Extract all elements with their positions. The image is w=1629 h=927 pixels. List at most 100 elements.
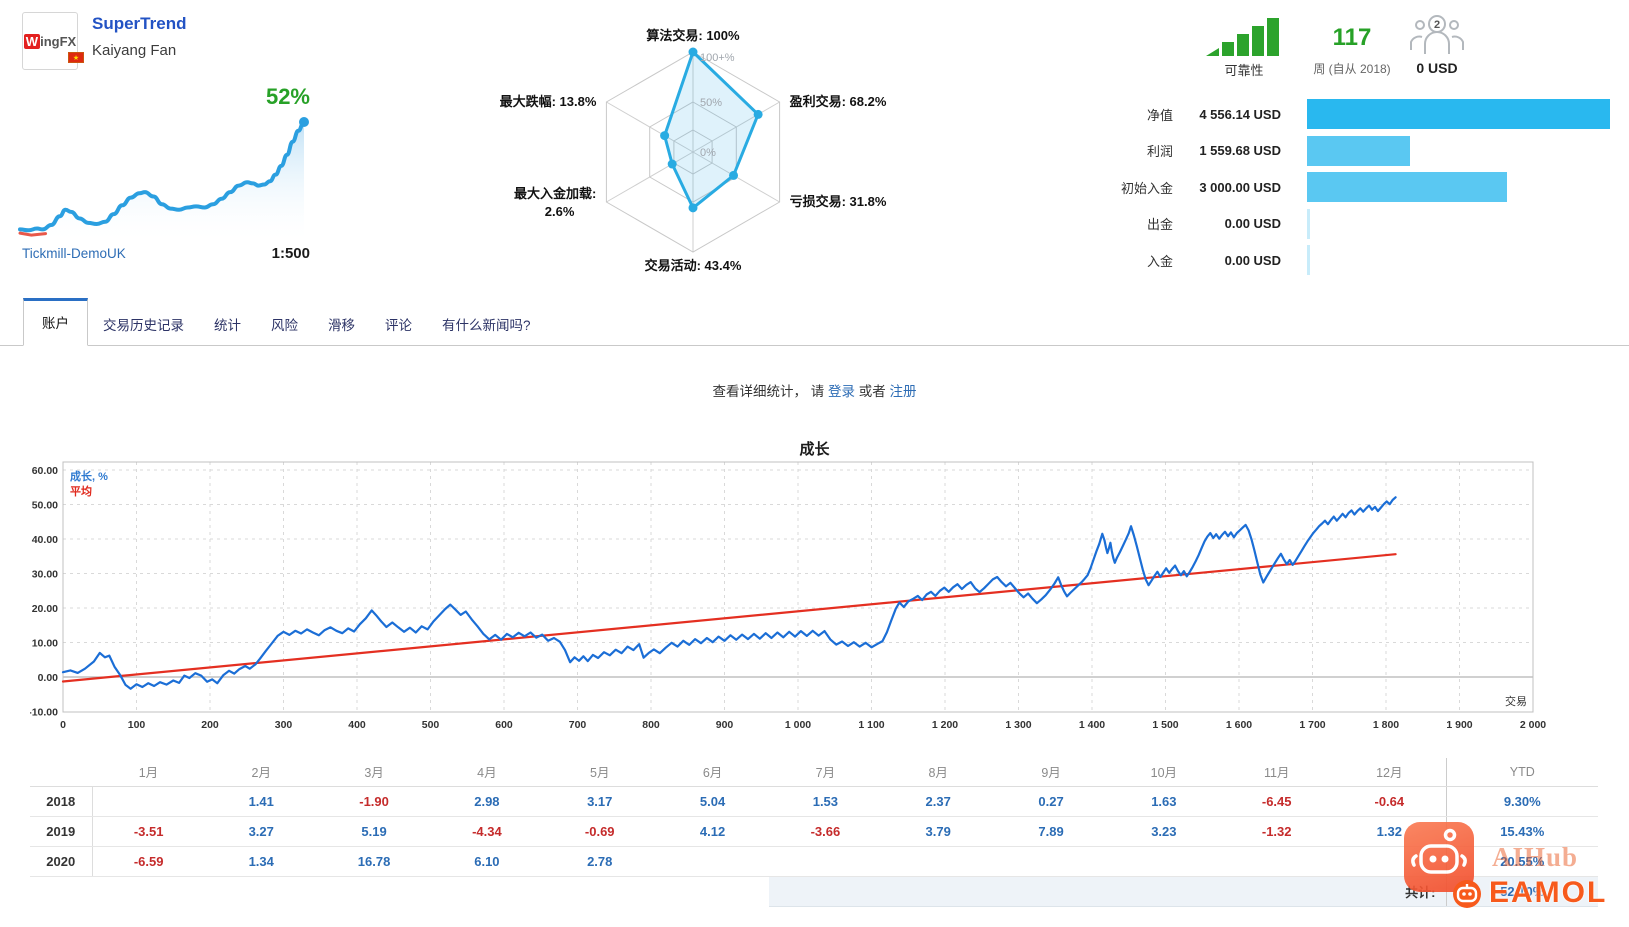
tab-6[interactable]: 有什么新闻吗?	[442, 318, 531, 333]
return-cell: 16.78	[317, 846, 431, 877]
svg-text:10.00: 10.00	[32, 638, 58, 650]
stat-value: 3 000.00 USD	[1199, 179, 1281, 195]
svg-text:0.00: 0.00	[38, 672, 59, 684]
svg-text:2.6%: 2.6%	[545, 204, 575, 219]
return-cell: -6.59	[92, 846, 205, 877]
stat-value: 0.00 USD	[1224, 216, 1281, 232]
broker-link[interactable]: Tickmill-DemoUK	[22, 246, 126, 261]
svg-text:30.00: 30.00	[32, 569, 58, 581]
svg-text:100: 100	[128, 719, 146, 731]
growth-chart: 60.00 50.00 40.00 30.00 20.00 10.00 0.00 -10.00…	[30, 461, 1546, 731]
return-cell: -6.45	[1220, 786, 1334, 817]
tab-4[interactable]: 滑移	[328, 318, 355, 333]
total-row: 共计:52.10%	[30, 876, 1598, 907]
svg-text:1 900: 1 900	[1446, 719, 1472, 731]
svg-text:40.00: 40.00	[32, 534, 58, 546]
china-flag-icon: ★	[68, 52, 84, 63]
stat-value: 0.00 USD	[1224, 252, 1281, 268]
return-cell: 0.27	[994, 786, 1108, 817]
svg-text:盈利交易: 68.2%: 盈利交易: 68.2%	[789, 94, 887, 109]
return-cell: 3.23	[1107, 816, 1221, 847]
year-cell: 2019	[30, 816, 93, 847]
svg-text:1 400: 1 400	[1079, 719, 1105, 731]
register-link[interactable]: 注册	[889, 384, 917, 399]
watermark-aihub-text: AIHub	[1492, 842, 1579, 872]
month-header: 2月	[204, 758, 318, 787]
tab-1[interactable]: 交易历史记录	[103, 318, 184, 333]
weeks-value: 117	[1332, 24, 1372, 51]
stat-label: 初始入金	[1120, 180, 1173, 196]
return-cell: 1.53	[768, 786, 882, 817]
svg-text:400: 400	[348, 719, 366, 731]
stat-row: 入金 0.00 USD	[1085, 242, 1611, 279]
return-cell: 3.79	[881, 816, 995, 847]
radar-chart: 100+% 50% 0% 算法交易: 100% 盈利交易: 68.2% 亏损交易: 31.…	[500, 28, 887, 273]
signal-title[interactable]: SuperTrend	[92, 14, 187, 33]
svg-text:200: 200	[201, 719, 219, 731]
tab-5[interactable]: 评论	[385, 318, 412, 333]
tab-account[interactable]: 账户	[23, 298, 88, 346]
month-header: 12月	[1333, 758, 1446, 787]
stat-row: 初始入金 3 000.00 USD	[1085, 169, 1611, 206]
return-cell: -3.51	[92, 816, 205, 847]
equity-sparkline-chart	[18, 117, 309, 240]
return-cell: 6.10	[430, 846, 544, 877]
svg-text:1 100: 1 100	[858, 719, 884, 731]
return-cell: 4.12	[656, 816, 769, 847]
watermark-robot-icon	[1453, 880, 1481, 908]
svg-text:平均: 平均	[70, 484, 92, 498]
growth-percent: 52%	[265, 84, 310, 109]
year-cell: 2020	[30, 846, 93, 877]
stat-bar	[1307, 172, 1610, 203]
growth-section-title: 成长	[799, 441, 830, 458]
return-cell: 1.63	[1107, 786, 1221, 817]
return-cell: 1.41	[204, 786, 318, 817]
return-cell: 1.34	[204, 846, 318, 877]
return-cell	[92, 786, 205, 817]
return-cell	[1220, 846, 1334, 877]
return-cell: 5.04	[656, 786, 769, 817]
return-cell: -1.90	[317, 786, 431, 817]
svg-text:算法交易: 100%: 算法交易: 100%	[646, 28, 740, 43]
total-label: 共计:	[768, 876, 1446, 907]
stat-bar	[1307, 208, 1610, 239]
svg-text:1 500: 1 500	[1152, 719, 1178, 731]
login-prompt-text: 查看详细统计， 请	[712, 384, 825, 399]
author-name[interactable]: Kaiyang Fan	[92, 42, 177, 59]
svg-text:100+%: 100+%	[700, 52, 735, 64]
watermark-eamol-text: EAMOL	[1489, 876, 1608, 909]
svg-text:2 000: 2 000	[1520, 719, 1546, 731]
svg-text:500: 500	[422, 719, 440, 731]
svg-text:300: 300	[275, 719, 293, 731]
stat-value: 4 556.14 USD	[1199, 106, 1281, 122]
reliability-bars-icon	[1206, 18, 1279, 56]
stat-value: 1 559.68 USD	[1199, 143, 1281, 159]
stat-label: 出金	[1146, 217, 1173, 233]
stat-row: 利润 1 559.68 USD	[1085, 133, 1611, 170]
svg-text:1 700: 1 700	[1299, 719, 1325, 731]
stat-bar	[1307, 99, 1610, 130]
weeks-label: 周 (自从 2018)	[1313, 62, 1391, 76]
svg-text:最大入金加载:: 最大入金加载:	[514, 186, 596, 201]
tab-3[interactable]: 风险	[271, 318, 298, 333]
tab-bar: 账户 交易历史记录 统计 风险 滑移 评论 有什么新闻吗?	[0, 298, 1629, 346]
return-cell: 2.78	[543, 846, 657, 877]
tab-2[interactable]: 统计	[214, 318, 241, 333]
return-cell	[656, 846, 769, 877]
return-cell: 7.89	[994, 816, 1108, 847]
month-header: 7月	[768, 758, 882, 787]
login-link[interactable]: 登录	[828, 384, 855, 399]
watermark-app-icon	[1404, 822, 1474, 892]
month-header: 11月	[1220, 758, 1334, 787]
return-cell: -3.66	[768, 816, 882, 847]
svg-text:0: 0	[60, 719, 66, 731]
month-header: 4月	[430, 758, 544, 787]
return-cell: 2.98	[430, 786, 544, 817]
stat-label: 入金	[1146, 253, 1173, 269]
month-header: 5月	[543, 758, 657, 787]
svg-text:最大跌幅: 13.8%: 最大跌幅: 13.8%	[500, 94, 597, 109]
svg-text:60.00: 60.00	[32, 465, 58, 477]
